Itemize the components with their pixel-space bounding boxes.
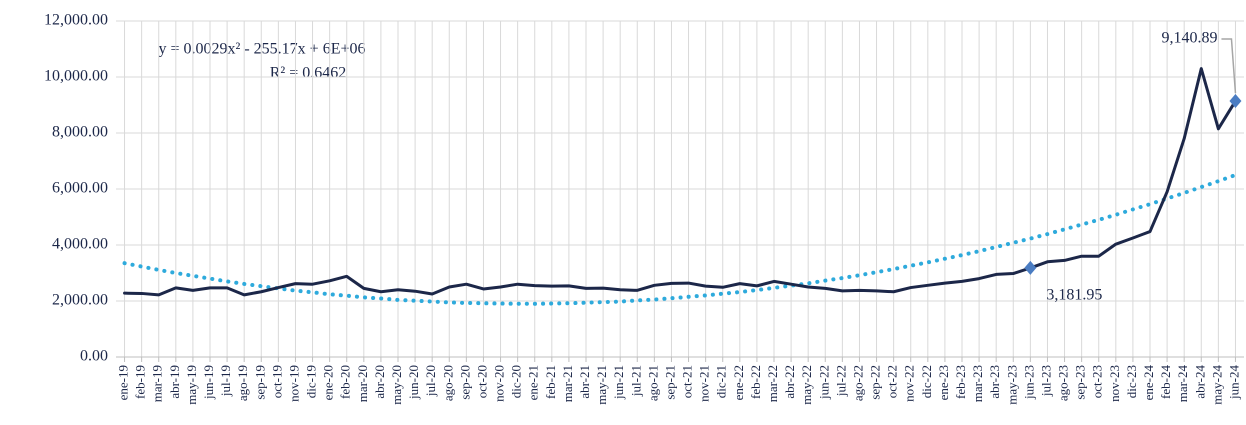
x-tick-label: ene-21 [526, 365, 541, 400]
x-tick-label: mar-20 [355, 365, 370, 402]
point-marker [1229, 94, 1242, 109]
x-tick-label: may-23 [1004, 365, 1019, 405]
x-tick-label: jul-22 [833, 365, 848, 397]
x-tick-label: may-19 [184, 365, 199, 405]
x-tick-label: abr-19 [167, 365, 182, 399]
x-tick-label: nov-21 [697, 365, 712, 402]
x-tick-label: ene-24 [1141, 365, 1156, 401]
x-tick-label: jun-23 [1021, 365, 1036, 400]
x-tick-label: mar-23 [970, 365, 985, 402]
x-tick-label: oct-22 [885, 365, 900, 398]
x-tick-label: ago-21 [645, 365, 660, 401]
trend-line [122, 173, 1238, 306]
x-tick-label: abr-22 [782, 365, 797, 399]
x-tick-label: nov-23 [1107, 365, 1122, 402]
x-tick-label: sep-22 [868, 365, 883, 400]
x-tick-label: dic-19 [304, 365, 319, 398]
x-tick-label: mar-21 [560, 365, 575, 402]
r-squared: R² = 0.6462 [270, 65, 347, 82]
series-line [123, 67, 1237, 297]
y-tick-label: 4,000.00 [52, 236, 108, 253]
x-tick-label: jun-19 [201, 365, 216, 400]
x-tick-label: may-24 [1209, 365, 1224, 405]
x-tick-label: may-20 [389, 365, 404, 405]
x-tick-label: abr-21 [577, 365, 592, 399]
data-label: 3,181.95 [1046, 287, 1102, 304]
x-tick-label: dic-21 [714, 365, 729, 398]
x-tick-label: ago-22 [850, 365, 865, 401]
x-tick-label: mar-19 [150, 365, 165, 402]
x-tick-label: ene-23 [936, 365, 951, 400]
x-tick-label: ene-20 [321, 365, 336, 400]
x-tick-label: oct-19 [269, 365, 284, 398]
x-tick-label: jun-20 [406, 365, 421, 400]
x-tick-label: abr-20 [372, 365, 387, 399]
x-tick-label: dic-22 [919, 365, 934, 398]
x-tick-label: dic-20 [509, 365, 524, 398]
y-tick-label: 0.00 [80, 348, 108, 365]
x-tick-label: ene-19 [116, 365, 131, 400]
y-tick-label: 12,000.00 [44, 12, 108, 29]
x-tick-label: oct-20 [474, 365, 489, 398]
x-tick-label: jul-19 [218, 365, 233, 397]
x-tick-label: ago-23 [1056, 365, 1071, 401]
x-tick-label: jul-23 [1038, 365, 1053, 397]
grid [116, 20, 1244, 358]
x-tick-label: feb-21 [543, 365, 558, 399]
x-tick-label: may-22 [799, 365, 814, 405]
x-tick-label: nov-19 [286, 365, 301, 402]
trend-equation: y = 0.0029x² - 255.17x + 6E+06 [159, 41, 366, 58]
x-tick-label: ago-19 [235, 365, 250, 401]
x-tick-label: sep-20 [457, 365, 472, 400]
x-tick-label: ago-20 [440, 365, 455, 401]
x-tick-label: feb-23 [953, 365, 968, 399]
x-tick-label: sep-23 [1073, 365, 1088, 400]
x-tick-label: may-21 [594, 365, 609, 405]
y-tick-label: 6,000.00 [52, 180, 108, 197]
x-tick-label: nov-20 [492, 365, 507, 402]
x-tick-label: dic-23 [1124, 365, 1139, 398]
x-tick-label: mar-24 [1175, 365, 1190, 403]
x-tick-label: oct-21 [680, 365, 695, 398]
x-tick-label: feb-22 [748, 365, 763, 399]
x-tick-label: sep-21 [662, 365, 677, 400]
x-tick-label: feb-20 [338, 365, 353, 399]
y-tick-label: 10,000.00 [44, 68, 108, 85]
x-tick-label: jul-21 [628, 365, 643, 397]
x-tick-label: abr-23 [987, 365, 1002, 399]
x-tick-label: jun-22 [816, 365, 831, 400]
x-tick-label: sep-19 [252, 365, 267, 400]
x-tick-label: feb-24 [1158, 365, 1173, 399]
x-tick-label: jul-20 [423, 365, 438, 397]
x-tick-label: oct-23 [1090, 365, 1105, 398]
y-tick-label: 2,000.00 [52, 292, 108, 309]
x-tick-label: feb-19 [133, 365, 148, 399]
x-tick-label: mar-22 [765, 365, 780, 402]
point-marker [1024, 260, 1037, 275]
y-tick-label: 8,000.00 [52, 124, 108, 141]
x-tick-label: jun-24 [1226, 365, 1241, 400]
data-label: 9,140.89 [1161, 30, 1217, 47]
x-tick-label: nov-22 [902, 365, 917, 402]
x-tick-label: ene-22 [731, 365, 746, 400]
x-tick-label: abr-24 [1192, 365, 1207, 399]
leader-line [1221, 38, 1237, 94]
x-tick-label: jun-21 [611, 365, 626, 400]
